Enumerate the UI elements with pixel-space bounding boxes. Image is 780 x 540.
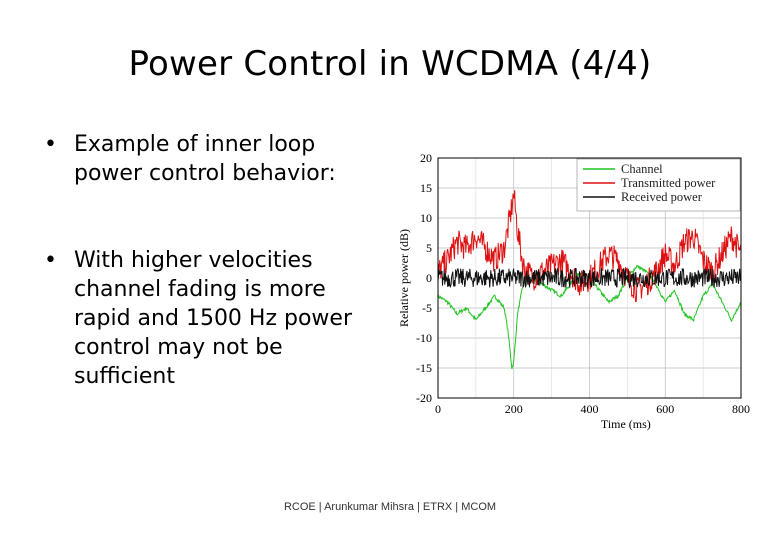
y-tick-label: 0: [426, 271, 432, 285]
slide-title: Power Control in WCDMA (4/4): [128, 44, 652, 84]
y-tick-label: 10: [420, 211, 432, 225]
x-tick-label: 800: [732, 402, 750, 416]
y-tick-label: -15: [416, 361, 432, 375]
y-tick-label: -5: [422, 301, 432, 315]
y-tick-label: 5: [426, 241, 432, 255]
chart-series: [437, 190, 742, 370]
bullet-text: With higher velocities channel fading is…: [74, 248, 353, 389]
y-tick-labels: 20 15 10 5 0 -5 -10 -15 -20: [416, 151, 432, 405]
legend-label: Received power: [621, 190, 703, 204]
x-tick-label: 0: [435, 402, 441, 416]
x-tick-label: 400: [581, 402, 599, 416]
plot-frame: [437, 157, 742, 399]
x-tick-label: 200: [505, 402, 523, 416]
bullet-marker: •: [44, 132, 57, 157]
y-tick-label: 20: [420, 151, 432, 165]
series-line: [437, 267, 741, 289]
bullet-item: • Example of inner loop power control be…: [44, 130, 364, 188]
legend-label: Transmitted power: [621, 176, 716, 190]
bullet-item: • With higher velocities channel fading …: [44, 246, 364, 391]
y-tick-label: 15: [420, 181, 432, 195]
power-chart: 20 15 10 5 0 -5 -10 -15 -20 0 200 400 600 800 Relati…: [397, 151, 750, 431]
slide-footer: RCOE | Arunkumar Mihsra | ETRX | MCOM: [283, 501, 497, 513]
legend-label: Channel: [621, 162, 663, 176]
y-axis-label: Relative power (dB): [397, 229, 411, 327]
y-tick-label: -10: [416, 331, 432, 345]
legend-box: [576, 158, 741, 212]
bullet-text: Example of inner loop power control beha…: [74, 132, 336, 186]
x-tick-labels: 0 200 400 600 800: [435, 402, 750, 416]
bullet-marker: •: [44, 248, 57, 273]
x-tick-label: 600: [656, 402, 674, 416]
bullet-list: • Example of inner loop power control be…: [44, 130, 364, 391]
y-tick-label: -20: [416, 391, 432, 405]
x-axis-label: Time (ms): [601, 417, 651, 431]
